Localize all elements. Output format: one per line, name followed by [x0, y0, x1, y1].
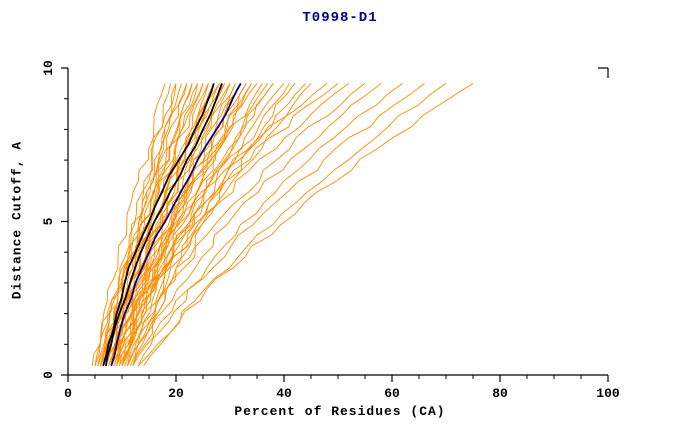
prediction-curve — [97, 83, 172, 366]
x-tick-label: 100 — [596, 386, 620, 401]
prediction-curve — [137, 83, 404, 366]
prediction-curve — [126, 83, 366, 366]
x-tick-label: 40 — [276, 386, 292, 401]
x-tick-label: 80 — [492, 386, 508, 401]
x-tick-label: 60 — [384, 386, 400, 401]
x-axis-label: Percent of Residues (CA) — [234, 404, 446, 419]
prediction-curve — [110, 83, 199, 366]
x-tick-label: 0 — [64, 386, 72, 401]
ensemble-curves — [91, 83, 474, 367]
prediction-curve — [105, 83, 231, 366]
prediction-curve — [132, 83, 382, 366]
prediction-curve — [110, 83, 252, 367]
x-tick-label: 20 — [168, 386, 184, 401]
axes: 0 20 40 60 80 100 0 5 10 — [41, 60, 620, 401]
prediction-curve — [110, 83, 231, 366]
y-tick-label: 0 — [41, 371, 56, 379]
prediction-curve — [116, 83, 274, 366]
prediction-curve — [97, 83, 204, 366]
highlighted-model-curve — [102, 83, 215, 367]
highlighted-model-curve — [104, 83, 223, 366]
prediction-curve — [105, 83, 204, 366]
prediction-curve — [132, 83, 425, 367]
prediction-curve — [94, 83, 188, 366]
chart-title: T0998-D1 — [302, 10, 378, 26]
y-tick-label: 5 — [41, 217, 56, 225]
prediction-curve — [121, 83, 290, 366]
y-axis-label: Distance Cutoff, A — [9, 140, 25, 300]
prediction-curve — [121, 83, 350, 366]
prediction-curve — [137, 83, 474, 367]
prediction-curve — [126, 83, 312, 366]
highlighted-model-curve — [110, 82, 242, 367]
highlighted-curves — [102, 82, 242, 367]
prediction-curve — [91, 83, 166, 366]
y-tick-label: 10 — [41, 60, 56, 76]
prediction-curve — [116, 83, 339, 366]
prediction-curve — [118, 83, 252, 366]
